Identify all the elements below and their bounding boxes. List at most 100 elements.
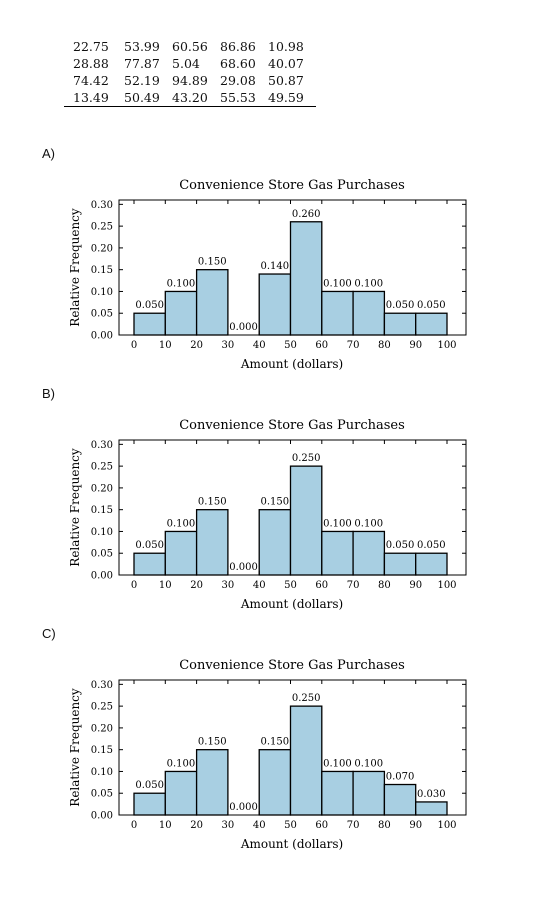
x-tick-label: 30 [222,580,235,591]
histogram-bar [383,312,417,336]
x-tick-label: 90 [409,820,422,831]
bar-value-label: 0.050 [135,540,164,551]
table-row: 28.88 77.87 5.04 68.60 40.07 [64,55,316,72]
bar-value-label: 0.150 [198,257,227,268]
histogram-bar [258,749,292,816]
histogram-bar [415,801,448,816]
bar-value-label: 0.100 [354,278,383,289]
y-tick-label: 0.20 [91,483,113,494]
histogram-bar [164,290,198,336]
histogram-bar [164,770,198,816]
x-tick-label: 100 [437,820,456,831]
x-tick-label: 30 [222,340,235,351]
x-tick-label: 60 [315,580,328,591]
x-tick-label: 60 [315,820,328,831]
bar-value-label: 0.100 [354,758,383,769]
option-label-a: A) [42,146,55,161]
table-cell: 52.19 [124,72,160,88]
y-tick-label: 0.05 [91,789,113,800]
bar-value-label: 0.100 [323,278,352,289]
y-axis-label: Relative Frequency [68,688,82,807]
y-tick-label: 0.30 [91,200,113,211]
x-tick-label: 80 [378,820,391,831]
bar-value-label: 0.150 [198,497,227,508]
histogram-bar [321,770,354,816]
histogram-bar [133,552,166,576]
x-tick-label: 10 [159,340,172,351]
bar-value-label: 0.100 [354,518,383,529]
y-tick-label: 0.25 [91,702,113,713]
table-cell: 68.60 [220,55,256,71]
bar-value-label: 0.250 [292,453,321,464]
bar-value-label: 0.050 [135,300,164,311]
histogram-bar [321,530,354,576]
table-cell: 77.87 [124,55,160,71]
y-tick-label: 0.10 [91,767,113,778]
histogram-bar [352,770,386,816]
bar-value-label: 0.100 [167,278,196,289]
y-tick-label: 0.20 [91,243,113,254]
histogram-chart-c: Convenience Store Gas Purchases0.0500.10… [68,658,467,851]
y-tick-label: 0.00 [91,331,113,342]
x-axis-label: Amount (dollars) [240,597,343,611]
x-tick-label: 20 [190,580,203,591]
x-tick-label: 10 [159,820,172,831]
histogram-bar [195,509,229,576]
bar-value-label: 0.050 [386,300,415,311]
histogram-bar [415,312,448,336]
x-tick-label: 90 [409,340,422,351]
x-tick-label: 40 [253,820,266,831]
chart-title: Convenience Store Gas Purchases [179,418,405,433]
bar-value-label: 0.000 [229,802,258,813]
x-tick-label: 20 [190,340,203,351]
bar-value-label: 0.150 [198,737,227,748]
table-cell: 40.07 [268,55,304,71]
histogram-bar [352,530,386,576]
histogram-bar [289,221,323,336]
table-cell: 94.89 [172,72,208,88]
histogram-bar [321,290,354,336]
histogram-bar [383,783,417,816]
x-tick-label: 100 [437,340,456,351]
chart-title: Convenience Store Gas Purchases [179,658,405,673]
histogram-bar [133,792,166,816]
x-tick-label: 20 [190,820,203,831]
table-cell: 13.49 [73,89,109,105]
x-tick-label: 0 [131,820,137,831]
histogram-bar [289,705,323,816]
x-tick-label: 70 [347,580,360,591]
x-tick-label: 90 [409,580,422,591]
table-cell: 55.53 [220,89,256,105]
x-axis-label: Amount (dollars) [240,357,343,371]
histogram-bar [195,269,229,336]
y-tick-label: 0.05 [91,549,113,560]
bar-value-label: 0.050 [417,300,446,311]
histogram-bar [352,290,386,336]
bar-value-label: 0.000 [229,322,258,333]
histogram-bar [195,749,229,816]
histogram-bar [133,312,166,336]
y-tick-label: 0.00 [91,811,113,822]
bar-value-label: 0.150 [261,737,290,748]
y-tick-label: 0.05 [91,309,113,320]
y-axis-label: Relative Frequency [68,448,82,567]
histogram-bar [383,552,417,576]
table-cell: 29.08 [220,72,256,88]
x-tick-label: 30 [222,820,235,831]
y-tick-label: 0.10 [91,527,113,538]
table-cell: 86.86 [220,38,256,54]
x-axis-label: Amount (dollars) [240,837,343,851]
bar-value-label: 0.050 [417,540,446,551]
y-tick-label: 0.25 [91,222,113,233]
y-tick-label: 0.30 [91,440,113,451]
x-tick-label: 60 [315,340,328,351]
bar-value-label: 0.150 [261,497,290,508]
table-cell: 28.88 [73,55,109,71]
histogram-bar [164,530,198,576]
table-cell: 60.56 [172,38,208,54]
table-row: 74.42 52.19 94.89 29.08 50.87 [64,72,316,89]
bar-value-label: 0.050 [135,780,164,791]
table-cell: 43.20 [172,89,208,105]
y-tick-label: 0.20 [91,723,113,734]
x-tick-label: 70 [347,820,360,831]
